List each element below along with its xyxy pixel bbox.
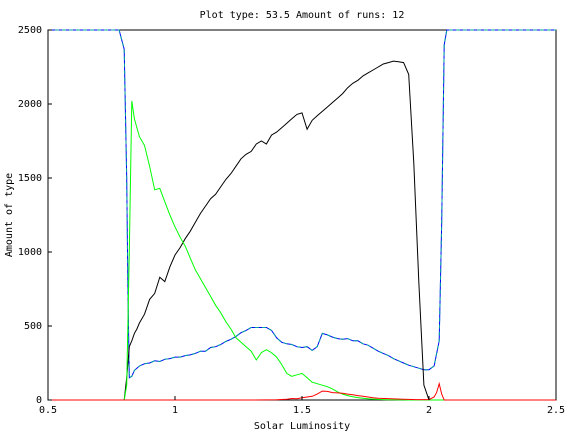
x-tick-label: 2 [426,405,432,416]
x-axis: 0.5 1 1.5 2 2.5 [39,396,565,416]
y-tick-label: 1000 [18,247,42,258]
x-tick-label: 2.5 [547,405,565,416]
x-axis-label: Solar Luminosity [254,421,350,432]
x-tick-label: 1 [172,405,178,416]
x-tick-label: 1.5 [293,405,311,416]
y-tick-label: 500 [24,321,42,332]
y-tick-label: 0 [36,395,42,406]
plot-frame [47,29,557,401]
y-tick-label: 2500 [18,25,42,36]
series-line-1 [48,29,556,379]
y-axis: 0 500 1000 1500 2000 2500 [18,25,52,406]
y-axis-label: Amount of type [4,173,15,257]
chart-title: Plot type: 53.5 Amount of runs: 12 [200,10,405,21]
series-line-4 [48,381,556,401]
series-layer [48,29,556,401]
series-line-3 [123,100,445,401]
series-line-2 [123,60,442,401]
series-line-1-dashed-overlay [48,29,556,379]
plot-area [47,29,557,401]
y-tick-label: 1500 [18,173,42,184]
y-tick-label: 2000 [18,99,42,110]
x-tick-label: 0.5 [39,405,57,416]
